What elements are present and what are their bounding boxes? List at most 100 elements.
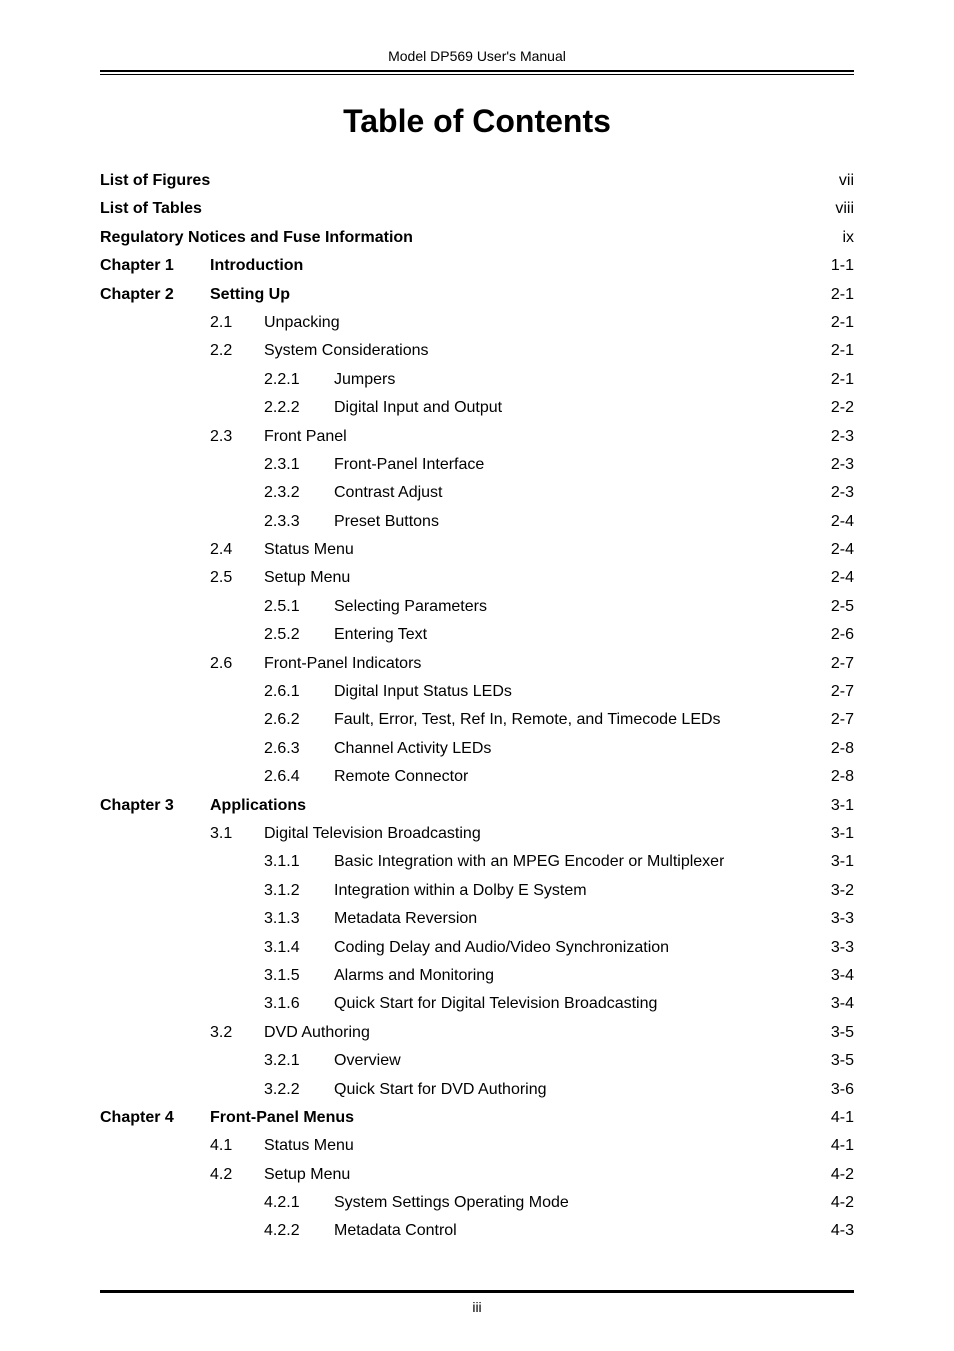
toc-entry-title: Digital Television Broadcasting — [264, 821, 481, 847]
toc-entry-page: 2-7 — [825, 651, 854, 677]
toc-entry-page: 3-1 — [825, 793, 854, 819]
toc-entry-number: 3.1.3 — [264, 906, 334, 932]
toc-entry-title: Front-Panel Interface — [334, 452, 484, 478]
footer-page-number: iii — [100, 1299, 854, 1315]
toc-entry: Chapter 3Applications 3-1 — [100, 793, 854, 819]
toc-entry-page: 2-4 — [825, 509, 854, 535]
toc-entry-number: 2.5.2 — [264, 622, 334, 648]
toc-entry: 4.2.1System Settings Operating Mode4-2 — [100, 1190, 854, 1216]
toc-entry-page: 2-3 — [825, 424, 854, 450]
toc-entry-number: 4.2.2 — [264, 1218, 334, 1244]
toc-entry-title: Metadata Control — [334, 1218, 457, 1244]
toc-entry: 3.1.4Coding Delay and Audio/Video Synchr… — [100, 935, 854, 961]
toc-entry-title: Quick Start for Digital Television Broad… — [334, 991, 657, 1017]
toc-entry-title: Front-Panel Menus — [210, 1105, 354, 1131]
toc-entry: 2.4Status Menu2-4 — [100, 537, 854, 563]
toc-entry-number: 3.1 — [210, 821, 264, 847]
toc-chapter-label: Chapter 1 — [100, 253, 210, 279]
toc-entry: 3.1Digital Television Broadcasting3-1 — [100, 821, 854, 847]
toc-entry-page: 3-2 — [825, 878, 854, 904]
toc-entry: 2.3.3Preset Buttons 2-4 — [100, 509, 854, 535]
header-rule-thin — [100, 74, 854, 75]
toc-entry-number: 2.6.2 — [264, 707, 334, 733]
toc-entry-number: 3.1.1 — [264, 849, 334, 875]
toc-entry: 2.6.3Channel Activity LEDs2-8 — [100, 736, 854, 762]
toc-entry-title: Front Panel — [264, 424, 347, 450]
toc-entry-title: Coding Delay and Audio/Video Synchroniza… — [334, 935, 669, 961]
page-footer: iii — [100, 1288, 854, 1315]
toc-entry-title: System Considerations — [264, 338, 429, 364]
toc-entry: 3.1.2Integration within a Dolby E System… — [100, 878, 854, 904]
toc-entry: 3.2.2Quick Start for DVD Authoring3-6 — [100, 1077, 854, 1103]
toc-entry-page: ix — [836, 225, 854, 251]
toc-entry-title: Preset Buttons — [334, 509, 439, 535]
toc-entry: 4.1Status Menu4-1 — [100, 1133, 854, 1159]
toc-entry-page: 4-2 — [825, 1190, 854, 1216]
toc-entry-title: Setup Menu — [264, 565, 350, 591]
toc-entry: 2.3.2Contrast Adjust2-3 — [100, 480, 854, 506]
toc-entry-number: 2.2.2 — [264, 395, 334, 421]
toc-entry-page: 3-3 — [825, 935, 854, 961]
toc-entry-page: 2-7 — [825, 707, 854, 733]
toc-entry-page: 2-8 — [825, 764, 854, 790]
toc-entry: 2.2System Considerations2-1 — [100, 338, 854, 364]
toc-entry-number: 2.3.3 — [264, 509, 334, 535]
page: Model DP569 User's Manual Table of Conte… — [0, 0, 954, 1351]
toc-entry-title: Digital Input Status LEDs — [334, 679, 512, 705]
toc-entry-page: 4-2 — [825, 1162, 854, 1188]
toc-entry-title: List of Figures — [100, 168, 210, 194]
toc-entry-page: 2-4 — [825, 565, 854, 591]
toc-entry: 2.5.1Selecting Parameters2-5 — [100, 594, 854, 620]
toc-entry-page: 2-4 — [825, 537, 854, 563]
toc-entry-number: 3.1.5 — [264, 963, 334, 989]
toc-entry: 4.2Setup Menu4-2 — [100, 1162, 854, 1188]
toc-entry: List of Figures vii — [100, 168, 854, 194]
toc-entry: 3.2DVD Authoring3-5 — [100, 1020, 854, 1046]
toc-entry-title: Remote Connector — [334, 764, 468, 790]
toc-entry-page: 4-1 — [825, 1133, 854, 1159]
toc-entry-number: 3.1.2 — [264, 878, 334, 904]
toc-entry: 3.1.3Metadata Reversion3-3 — [100, 906, 854, 932]
toc-entry-title: Alarms and Monitoring — [334, 963, 494, 989]
toc-entry-page: 2-1 — [825, 282, 854, 308]
toc-entry: Chapter 2Setting Up 2-1 — [100, 282, 854, 308]
table-of-contents: List of Figures viiList of Tables viii Re… — [100, 168, 854, 1245]
toc-entry-number: 2.2.1 — [264, 367, 334, 393]
toc-entry: Chapter 1Introduction 1-1 — [100, 253, 854, 279]
toc-chapter-label: Chapter 2 — [100, 282, 210, 308]
toc-chapter-label: Chapter 4 — [100, 1105, 210, 1131]
toc-entry-number: 3.2.2 — [264, 1077, 334, 1103]
toc-entry-number: 3.1.6 — [264, 991, 334, 1017]
toc-entry: 3.1.1Basic Integration with an MPEG Enco… — [100, 849, 854, 875]
toc-entry-title: Basic Integration with an MPEG Encoder o… — [334, 849, 724, 875]
toc-entry-page: 2-5 — [825, 594, 854, 620]
toc-entry-number: 4.2 — [210, 1162, 264, 1188]
footer-rule-thick — [100, 1291, 854, 1293]
toc-entry-number: 2.6.3 — [264, 736, 334, 762]
toc-entry-number: 4.2.1 — [264, 1190, 334, 1216]
toc-entry-page: 3-4 — [825, 963, 854, 989]
toc-entry: 2.6.2Fault, Error, Test, Ref In, Remote,… — [100, 707, 854, 733]
toc-entry-page: 2-1 — [825, 310, 854, 336]
page-title: Table of Contents — [100, 103, 854, 140]
toc-entry: List of Tables viii — [100, 196, 854, 222]
toc-entry: 2.3.1Front-Panel Interface2-3 — [100, 452, 854, 478]
toc-entry-page: 3-1 — [825, 849, 854, 875]
toc-entry-title: Unpacking — [264, 310, 340, 336]
toc-entry-page: 2-2 — [825, 395, 854, 421]
toc-entry-title: Selecting Parameters — [334, 594, 487, 620]
toc-entry: Regulatory Notices and Fuse Information … — [100, 225, 854, 251]
toc-entry: 2.5.2Entering Text2-6 — [100, 622, 854, 648]
toc-entry-number: 2.1 — [210, 310, 264, 336]
toc-entry-title: Regulatory Notices and Fuse Information — [100, 225, 413, 251]
header-rule-thick — [100, 70, 854, 72]
toc-entry-number: 3.1.4 — [264, 935, 334, 961]
toc-entry-page: 2-7 — [825, 679, 854, 705]
toc-entry-number: 2.5 — [210, 565, 264, 591]
toc-entry-number: 2.4 — [210, 537, 264, 563]
toc-entry-title: List of Tables — [100, 196, 202, 222]
toc-entry-number: 2.3 — [210, 424, 264, 450]
toc-entry: 3.1.6Quick Start for Digital Television … — [100, 991, 854, 1017]
toc-entry-title: Digital Input and Output — [334, 395, 502, 421]
toc-entry-title: Integration within a Dolby E System — [334, 878, 587, 904]
